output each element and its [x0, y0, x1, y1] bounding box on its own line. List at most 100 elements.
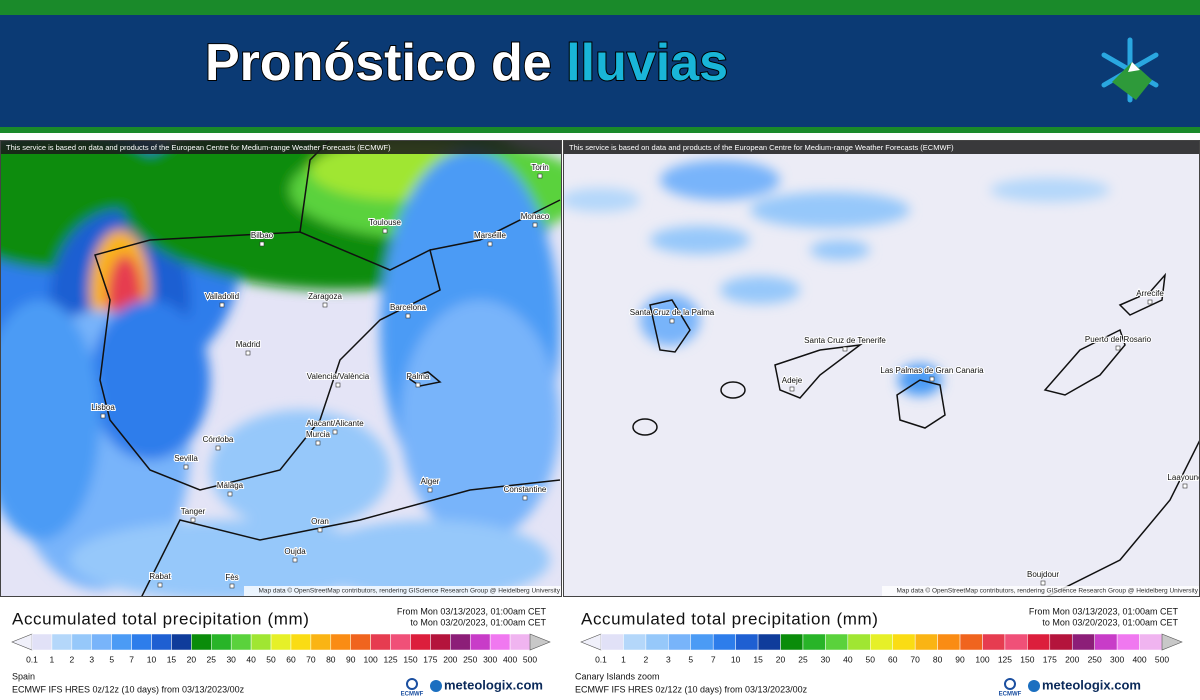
city-marker [532, 222, 538, 228]
legend-level: 2 [69, 654, 74, 664]
legend-swatch [430, 633, 451, 651]
legend-level: 7 [711, 654, 716, 664]
precipitation-field [0, 140, 562, 597]
map-attribution: Map data © OpenStreetMap contributors, r… [896, 587, 1198, 595]
legend-level: 150 [1020, 654, 1034, 664]
legend-level: 50 [266, 654, 276, 664]
city-marker [100, 413, 106, 419]
rain-area [650, 226, 750, 254]
island [1118, 272, 1167, 316]
city-marker [227, 491, 233, 497]
city-label: Córdoba [203, 435, 234, 444]
city-label: Alger [421, 477, 440, 486]
coastline [140, 479, 561, 597]
city-label: Madrid [236, 340, 260, 349]
island [720, 381, 746, 399]
rain-area [70, 520, 390, 597]
legend-level: 300 [483, 654, 497, 664]
legend-level: 250 [463, 654, 477, 664]
legend-to: to Mon 03/20/2023, 01:00am CET [410, 617, 546, 627]
legend-level: 7 [129, 654, 134, 664]
rain-area [660, 160, 780, 200]
city-marker [1040, 580, 1046, 586]
city-marker [245, 350, 251, 356]
region-name: Canary Islands zoom [575, 671, 660, 681]
legend-swatch [690, 633, 714, 651]
map-frame [0, 140, 562, 597]
model-info: ECMWF IFS HRES 0z/12z (10 days) from 03/… [575, 684, 808, 694]
city-label: Toulouse [369, 218, 402, 227]
model-info: ECMWF IFS HRES 0z/12z (10 days) from 03/… [12, 684, 245, 694]
legend-level: 250 [1088, 654, 1102, 664]
island [774, 343, 863, 399]
legend-level: 175 [1043, 654, 1057, 664]
rain-area [210, 410, 390, 530]
legend-level: 15 [753, 654, 763, 664]
title-start: Pronóstico de [205, 34, 552, 92]
city-label: Palma [407, 372, 430, 381]
legend-swatch [230, 633, 252, 651]
legend-swatch [151, 633, 172, 651]
legend-level: 70 [306, 654, 316, 664]
city-marker [1147, 299, 1153, 305]
legend-level: 500 [523, 654, 537, 664]
legend-level: 100 [364, 654, 378, 664]
legend-level: 175 [423, 654, 437, 664]
legend-level: 3 [89, 654, 94, 664]
rain-area [90, 300, 210, 460]
city-marker [215, 445, 221, 451]
city-marker [522, 495, 528, 501]
legend-level: 30 [821, 654, 831, 664]
legend-swatch [668, 633, 692, 651]
legend-swatch [982, 633, 1006, 651]
city-marker [183, 464, 189, 470]
legend-swatch [410, 633, 431, 651]
legend-arrow-right [529, 633, 551, 651]
map: Santa Cruz de la Palma Santa Cruz de Tene… [563, 140, 1200, 597]
legend-level: 10 [147, 654, 157, 664]
legend-level: 2 [644, 654, 649, 664]
city-marker [322, 302, 328, 308]
attribution-top: This service is based on data and produc… [6, 143, 391, 152]
legend-swatch [1139, 633, 1163, 651]
legend-swatch [330, 633, 351, 651]
rain-area [0, 300, 100, 540]
legend-swatch [131, 633, 152, 651]
coastlines [632, 272, 1200, 597]
legend-swatch [645, 633, 669, 651]
rain-area [750, 192, 910, 228]
provider-icon [406, 678, 418, 690]
legend-swatch [937, 633, 961, 651]
legend-level: 10 [731, 654, 741, 664]
city-label: Puerto del Rosario [1085, 335, 1152, 344]
legend-swatch [847, 633, 871, 651]
legend-level: 25 [798, 654, 808, 664]
legend-swatch [191, 633, 212, 651]
city-label: Fès [225, 573, 238, 582]
legend-level: 15 [167, 654, 177, 664]
legend-level: 70 [910, 654, 920, 664]
city-marker [405, 313, 411, 319]
legend-swatch [250, 633, 272, 651]
city-marker [259, 241, 265, 247]
city-label: Tanger [181, 507, 206, 516]
legend-swatch [211, 633, 232, 651]
city-label: Zaragoza [308, 292, 342, 301]
legend-swatch [509, 633, 531, 651]
bottom-stripe [0, 127, 1200, 133]
map-attribution-bar [882, 586, 1200, 597]
legend-swatch [171, 633, 192, 651]
city-marker [537, 173, 543, 179]
legend-swatch [450, 633, 471, 651]
legend-level: 60 [286, 654, 296, 664]
title-highlight: lluvias [566, 34, 728, 92]
rain-area [310, 520, 550, 597]
city-label: Santa Cruz de la Palma [630, 308, 715, 317]
legend-level: 1 [50, 654, 55, 664]
city-label: Valladolid [205, 292, 239, 301]
legend-arrow-right [1161, 633, 1183, 651]
city-label: Rabat [149, 572, 171, 581]
legend-level: 125 [998, 654, 1012, 664]
city-label: Oran [311, 517, 329, 526]
